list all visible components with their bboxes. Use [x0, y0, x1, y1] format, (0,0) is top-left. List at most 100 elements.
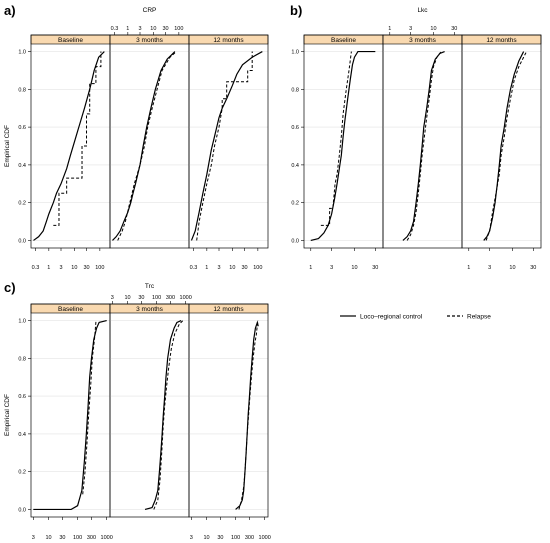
x-tick-label: 3 — [217, 265, 220, 271]
legend-label-control: Loco–regional control — [360, 314, 423, 321]
y-tick-label: 0.0 — [291, 238, 299, 244]
series-control-line — [112, 51, 176, 241]
panel-frame — [30, 34, 111, 249]
x-tick-label: 30 — [83, 265, 89, 271]
legend-label-relapse: Relapse — [467, 314, 491, 321]
chart-lkc: Lkc 0.0 0.2 0.4 0.6 0.8 1.0 Baseline 3 months 12 … — [291, 7, 542, 271]
x-tick-label: 1 — [47, 265, 50, 271]
x-tick-label: 1 — [467, 265, 470, 271]
strip-label: Baseline — [58, 37, 83, 44]
y-tick-label: 0.6 — [291, 125, 299, 131]
y-tick-label: 1.0 — [18, 319, 26, 325]
x-tick-label: 3 — [409, 26, 412, 32]
chart-trc: Trc Empirical CDF 0.0 0.2 0.4 0.6 0.8 1.0 Baseli… — [4, 283, 271, 541]
x-tick-label: 10 — [150, 26, 156, 32]
series-relapse-line — [406, 51, 442, 241]
y-tick-label: 0.2 — [291, 201, 299, 207]
y-tick-label: 0.6 — [18, 394, 26, 400]
x-tick-label: 100 — [231, 535, 240, 541]
panel-a-1: Baseline — [30, 34, 111, 249]
y-axis-label-a: Empirical CDF — [4, 125, 11, 167]
y-tick-label: 0.0 — [18, 238, 26, 244]
y-tick-label: 0.8 — [18, 356, 26, 362]
x-tick-label: 10 — [351, 265, 357, 271]
strip-label: Baseline — [331, 37, 356, 44]
y-axis-label-c: Empirical CDF — [4, 394, 11, 436]
x-tick-label: 1000 — [180, 295, 192, 301]
y-tick-label: 0.2 — [18, 470, 26, 476]
y-tick-label: 0.4 — [291, 163, 299, 169]
x-tick-label: 100 — [174, 26, 183, 32]
legend: Loco–regional control Relapse — [340, 314, 491, 321]
x-tick-label: 300 — [166, 295, 175, 301]
x-tick-label: 10 — [45, 535, 51, 541]
x-tick-label: 3 — [330, 265, 333, 271]
series-control-line — [310, 50, 376, 242]
x-tick-label: 1 — [205, 265, 208, 271]
x-tick-label: 10 — [430, 26, 436, 32]
y-tick-label: 0.4 — [18, 163, 26, 169]
series-relapse-line — [53, 51, 102, 226]
x-tick-label: 10 — [71, 265, 77, 271]
series-control-line — [190, 51, 263, 241]
x-tick-label: 100 — [95, 265, 104, 271]
series-relapse-line — [196, 51, 253, 241]
x-tick-label: 30 — [372, 265, 378, 271]
strip-label: 12 months — [486, 37, 517, 44]
panel-a-3: 12 months — [188, 34, 269, 249]
panel-frame — [30, 303, 111, 518]
series-control-line — [144, 320, 182, 511]
panel-c-3: 12 months — [188, 303, 269, 518]
series-control-line — [33, 51, 105, 241]
y-tick-label: 0.4 — [18, 432, 26, 438]
x-tick-label: 300 — [245, 535, 254, 541]
x-tick-label: 10 — [124, 295, 130, 301]
panel-b-2: 3 months — [382, 34, 463, 249]
x-tick-label: 0.3 — [111, 26, 119, 32]
strip-label: 3 months — [409, 37, 436, 44]
y-tick-label: 0.8 — [18, 87, 26, 93]
strip-label: 3 months — [136, 37, 163, 44]
x-tick-label: 10 — [203, 535, 209, 541]
panel-label-a: a) — [4, 3, 16, 18]
series-relapse-line — [238, 320, 259, 510]
x-tick-label: 100 — [152, 295, 161, 301]
x-tick-label: 3 — [59, 265, 62, 271]
panel-frame — [188, 34, 269, 249]
panel-frame — [188, 303, 269, 518]
x-tick-label: 30 — [138, 295, 144, 301]
x-tick-label: 0.3 — [190, 265, 198, 271]
panel-c-2: 3 months — [109, 303, 190, 518]
series-relapse-line — [153, 320, 184, 510]
series-relapse-line — [485, 51, 527, 241]
chart-title-b: Lkc — [417, 7, 428, 14]
series-relapse-line — [82, 320, 97, 495]
strip-label: 3 months — [136, 306, 163, 313]
x-tick-label: 3 — [32, 535, 35, 541]
panel-b-1: Baseline — [303, 34, 384, 249]
x-tick-label: 10 — [509, 265, 515, 271]
x-tick-label: 1000 — [259, 535, 271, 541]
chart-title-c: Trc — [145, 283, 155, 290]
panel-label-b: b) — [290, 3, 302, 18]
x-tick-label: 300 — [87, 535, 96, 541]
panel-b-3: 12 months — [461, 34, 542, 249]
series-relapse-line — [320, 51, 352, 226]
x-tick-label: 3 — [111, 295, 114, 301]
series-relapse-line — [117, 51, 177, 241]
x-tick-label: 0.3 — [32, 265, 40, 271]
x-tick-label: 30 — [241, 265, 247, 271]
y-tick-label: 0.0 — [18, 507, 26, 513]
chart-crp: CRP Empirical CDF 0.0 0.2 0.4 0.6 0.8 1.0 Baseli… — [4, 7, 269, 271]
y-tick-label: 1.0 — [18, 50, 26, 56]
strip-label: 12 months — [213, 37, 244, 44]
chart-title-a: CRP — [143, 7, 157, 14]
panel-frame — [109, 34, 190, 249]
x-tick-label: 10 — [229, 265, 235, 271]
series-control-line — [483, 51, 525, 241]
panel-label-c: c) — [4, 280, 16, 295]
panel-frame — [303, 34, 384, 249]
y-tick-label: 0.6 — [18, 125, 26, 131]
x-tick-label: 3 — [138, 26, 141, 32]
strip-label: 12 months — [213, 306, 244, 313]
